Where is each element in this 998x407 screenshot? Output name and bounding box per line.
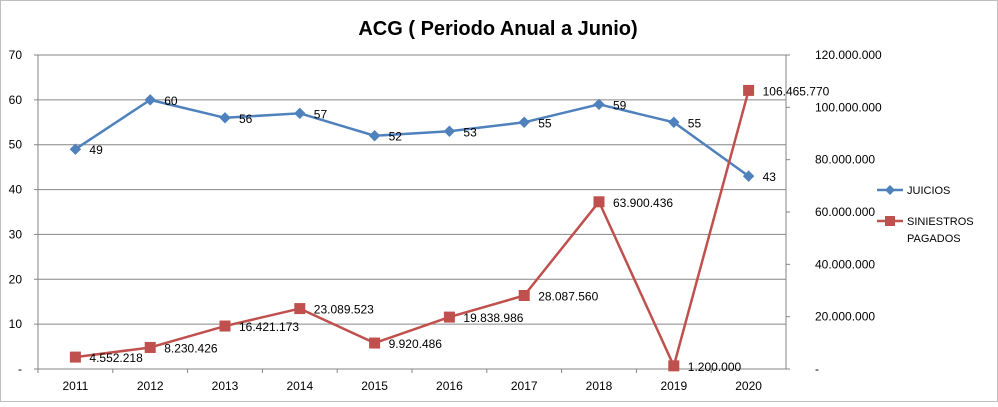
- siniestros-point: [144, 341, 156, 353]
- y-left-tick-label: 70: [9, 48, 23, 62]
- siniestros-point: [668, 360, 680, 372]
- x-tick-label: 2014: [286, 379, 313, 393]
- juicios-point: [219, 112, 231, 124]
- siniestros-data-label: 106.465.770: [763, 84, 830, 98]
- x-tick-label: 2013: [212, 379, 239, 393]
- siniestros-point: [219, 320, 231, 332]
- y-left-tick-label: 40: [9, 183, 23, 197]
- siniestros-point: [518, 290, 530, 302]
- y-left-tick-label: 30: [9, 227, 23, 241]
- chart-title: ACG ( Periodo Anual a Junio): [358, 18, 637, 40]
- x-tick-label: 2017: [511, 379, 538, 393]
- siniestros-data-label: 16.421.173: [239, 320, 299, 334]
- x-tick-label: 2016: [436, 379, 463, 393]
- juicios-point: [69, 143, 82, 155]
- legend-label-siniestros-line2: PAGADOS: [907, 233, 961, 245]
- juicios-point: [294, 107, 306, 120]
- siniestros-data-label: 19.838.986: [463, 311, 523, 325]
- siniestros-point: [69, 351, 81, 363]
- x-tick-label: 2019: [660, 379, 687, 393]
- juicios-data-label: 55: [538, 116, 552, 130]
- y-left-tick-label: 20: [9, 272, 23, 286]
- juicios-point: [443, 125, 456, 137]
- siniestros-data-label: 8.230.426: [164, 341, 218, 355]
- juicios-data-label: 57: [314, 107, 328, 121]
- juicios-data-label: 53: [463, 125, 477, 139]
- y-left-tick-label: 50: [9, 138, 23, 152]
- siniestros-point: [369, 337, 381, 349]
- x-tick-label: 2012: [137, 379, 164, 393]
- y-right-tick-label: -: [815, 362, 819, 376]
- juicios-data-label: 43: [763, 170, 777, 184]
- siniestros-point: [593, 196, 605, 208]
- siniestros-data-label: 28.087.560: [538, 290, 598, 304]
- series-line-juicios: [74, 98, 750, 178]
- juicios-point: [144, 94, 156, 106]
- y-right-tick-label: 120.000.000: [815, 48, 882, 62]
- siniestros-point: [743, 84, 755, 96]
- siniestros-data-label: 23.089.523: [314, 303, 374, 317]
- siniestros-data-label: 1.200.000: [688, 360, 742, 374]
- juicios-data-label: 56: [239, 112, 253, 126]
- legend-marker-juicios: [885, 185, 895, 195]
- juicios-point: [518, 116, 530, 128]
- y-right-tick-label: 60.000.000: [815, 205, 875, 219]
- x-tick-label: 2018: [586, 379, 613, 393]
- juicios-point: [368, 130, 381, 142]
- y-right-tick-label: 100.000.000: [815, 100, 882, 114]
- juicios-point: [593, 98, 605, 111]
- legend-label-juicios: JUICIOS: [907, 185, 950, 197]
- legend-label-siniestros-line1: SINIESTROS: [907, 216, 974, 228]
- x-tick-label: 2011: [62, 379, 88, 393]
- legend-marker-siniestros: [885, 216, 895, 226]
- siniestros-point: [294, 303, 306, 315]
- siniestros-data-label: 9.920.486: [389, 337, 443, 351]
- juicios-data-label: 49: [89, 143, 103, 157]
- y-right-tick-label: 20.000.000: [815, 310, 875, 324]
- juicios-data-label: 52: [389, 130, 403, 144]
- juicios-point: [742, 170, 755, 182]
- series: [69, 84, 755, 372]
- y-left-tick-label: -: [18, 362, 22, 376]
- y-right-tick-label: 40.000.000: [815, 257, 875, 271]
- gridlines: [38, 54, 786, 325]
- data-labels: 49 60 56 57 52 53 55 59 55 43 4.552.218 8.230.426 16…: [89, 84, 829, 373]
- siniestros-data-label: 63.900.436: [613, 196, 673, 210]
- juicios-data-label: 60: [164, 94, 178, 108]
- legend: JUICIOS SINIESTROS PAGADOS: [877, 185, 974, 245]
- series-line-siniestros-pagados: [75, 90, 750, 368]
- axes: - 10 20 30 40 50 60 70 - 20.000.000 40.000.000 60.0…: [9, 48, 882, 393]
- siniestros-data-label: 4.552.218: [89, 351, 143, 365]
- siniestros-point: [443, 311, 455, 323]
- y-right-tick-label: 80.000.000: [815, 153, 875, 167]
- y-left-tick-label: 60: [9, 93, 23, 107]
- juicios-point: [668, 116, 680, 128]
- x-tick-label: 2015: [361, 379, 388, 393]
- juicios-data-label: 55: [688, 116, 702, 130]
- y-left-tick-label: 10: [9, 317, 23, 331]
- juicios-data-label: 59: [613, 98, 627, 112]
- x-tick-label: 2020: [735, 379, 762, 393]
